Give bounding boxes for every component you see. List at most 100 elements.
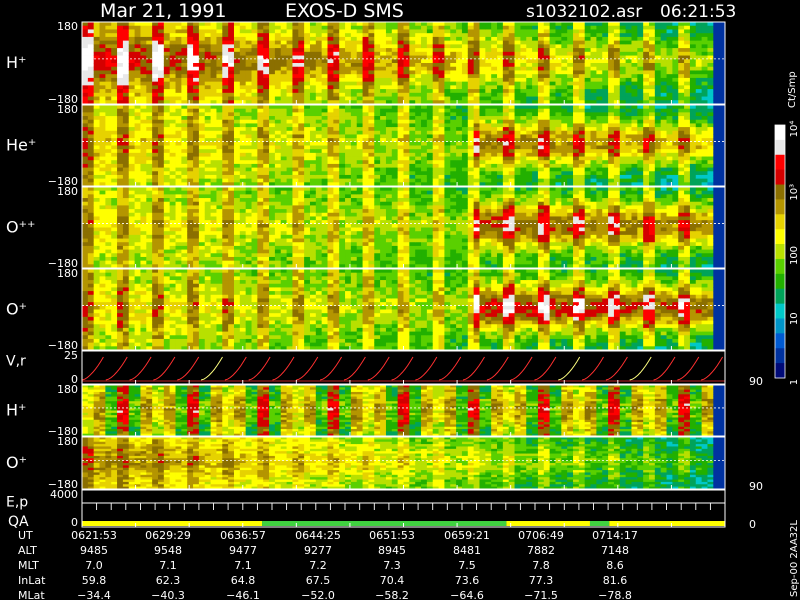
heatmap-cell (456, 36, 463, 42)
heatmap-cell (555, 59, 562, 64)
heatmap-cell (660, 108, 667, 113)
heatmap-cell (666, 178, 673, 183)
heatmap-cell (631, 130, 638, 135)
heatmap-cell (444, 178, 451, 183)
heatmap-cell (327, 134, 334, 139)
heatmap-cell (321, 138, 328, 143)
heatmap-cell (549, 74, 556, 79)
heatmap-cell (678, 138, 685, 143)
heatmap-cell (602, 89, 609, 94)
heatmap-cell (239, 40, 247, 45)
heatmap-cell (497, 40, 504, 45)
heatmap-cell (333, 92, 340, 97)
heatmap-cell (204, 66, 211, 71)
heatmap-cell (432, 163, 439, 168)
heatmap-cell (99, 74, 106, 79)
heatmap-cell (99, 29, 106, 34)
heatmap-cell (684, 51, 691, 56)
heatmap-cell (450, 105, 457, 110)
heatmap-cell (274, 108, 282, 113)
heatmap-cell (456, 48, 463, 53)
heatmap-cell (157, 48, 165, 53)
heatmap-cell (409, 55, 416, 60)
heatmap-cell (245, 66, 252, 71)
heatmap-cell (169, 174, 176, 180)
heatmap-cell (356, 167, 363, 172)
heatmap-cell (105, 77, 112, 83)
heatmap-cell (421, 145, 428, 150)
heatmap-cell (479, 119, 486, 124)
heatmap-cell (385, 40, 393, 45)
heatmap-cell (713, 127, 720, 132)
heatmap-cell (309, 33, 317, 38)
heatmap-cell (689, 70, 697, 75)
heatmap-cell (719, 89, 726, 94)
heatmap-cell (532, 163, 539, 168)
heatmap-cell (426, 116, 434, 121)
heatmap-cell (584, 134, 591, 139)
heatmap-cell (508, 89, 515, 94)
heatmap-cell (368, 127, 375, 132)
heatmap-cell (479, 152, 486, 157)
heatmap-cell (426, 105, 434, 110)
heatmap-cell (385, 22, 393, 27)
heatmap-cell (292, 167, 299, 172)
heatmap-cell (374, 156, 381, 161)
heatmap-cell (561, 141, 568, 146)
heatmap-cell (654, 167, 662, 172)
heatmap-cell (567, 66, 574, 71)
heatmap-cell (315, 127, 323, 132)
heatmap-cell (602, 145, 609, 150)
heatmap-cell (210, 123, 217, 128)
heatmap-cell (491, 152, 498, 157)
heatmap-cell (99, 85, 106, 90)
heatmap-cell (467, 85, 475, 90)
heatmap-cell (391, 85, 399, 90)
heatmap-cell (239, 112, 247, 117)
heatmap-cell (649, 44, 656, 49)
heatmap-cell (309, 105, 317, 110)
heatmap-cell (707, 119, 714, 124)
heatmap-cell (584, 123, 591, 128)
heatmap-cell (537, 167, 545, 172)
heatmap-cell (450, 119, 457, 124)
heatmap-cell (666, 127, 673, 132)
heatmap-cell (339, 156, 346, 161)
heatmap-cell (374, 81, 381, 86)
heatmap-cell (403, 59, 410, 64)
heatmap-cell (573, 59, 580, 64)
heatmap-cell (93, 227, 100, 232)
heatmap-cell (660, 66, 667, 71)
heatmap-cell (146, 182, 153, 187)
heatmap-cell (497, 160, 504, 165)
heatmap-cell (403, 77, 410, 83)
heatmap-cell (485, 77, 492, 83)
heatmap-cell (263, 182, 270, 187)
heatmap-cell (497, 171, 504, 176)
heatmap-cell (333, 85, 340, 90)
heatmap-cell (602, 112, 609, 117)
heatmap-cell (146, 160, 153, 165)
heatmap-cell (409, 85, 416, 90)
heatmap-cell (345, 77, 352, 83)
heatmap-cell (421, 25, 428, 30)
heatmap-cell (660, 160, 667, 165)
heatmap-cell (105, 92, 112, 97)
heatmap-cell (713, 63, 720, 68)
heatmap-cell (695, 96, 703, 101)
heatmap-cell (444, 160, 451, 165)
heatmap-cell (298, 178, 305, 183)
heatmap-cell (643, 44, 650, 49)
heatmap-cell (339, 59, 346, 64)
heatmap-cell (502, 167, 510, 172)
heatmap-cell (339, 123, 346, 128)
heatmap-cell (508, 55, 515, 60)
heatmap-cell (269, 178, 276, 183)
heatmap-cell (707, 160, 714, 165)
heatmap-cell (426, 89, 434, 94)
heatmap-cell (590, 96, 597, 101)
heatmap-cell (719, 44, 726, 49)
heatmap-cell (567, 25, 574, 30)
heatmap-cell (356, 119, 363, 124)
heatmap-cell (397, 163, 404, 168)
